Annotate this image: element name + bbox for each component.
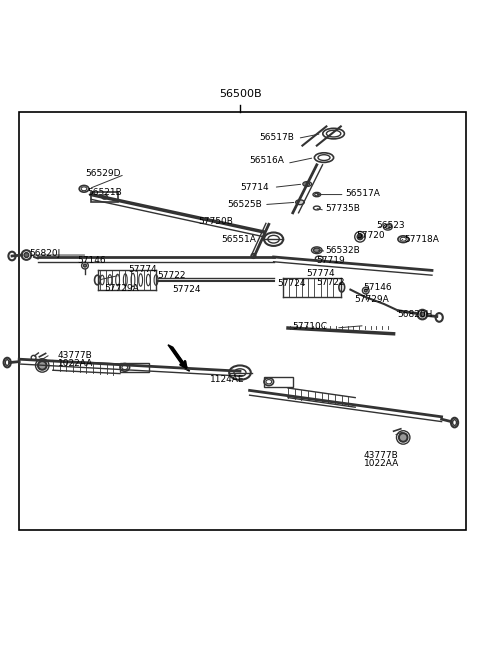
Text: 56521B: 56521B (87, 188, 122, 197)
Text: 56532B: 56532B (325, 246, 360, 255)
Text: 56517B: 56517B (259, 133, 294, 142)
Text: 57750B: 57750B (198, 217, 233, 226)
Text: 57722: 57722 (157, 271, 186, 279)
Text: 57729A: 57729A (105, 283, 139, 293)
Text: 57729A: 57729A (354, 295, 389, 304)
Text: 57722: 57722 (316, 278, 344, 287)
Text: 56500B: 56500B (219, 89, 261, 99)
Circle shape (84, 264, 86, 267)
Bar (120, 363, 149, 372)
Text: 57719: 57719 (316, 256, 345, 265)
Circle shape (399, 433, 408, 441)
Text: 57724: 57724 (172, 285, 200, 294)
Text: 57146: 57146 (363, 283, 392, 292)
Polygon shape (168, 345, 190, 371)
Text: 1022AA: 1022AA (58, 359, 93, 367)
Ellipse shape (313, 248, 320, 253)
Text: 57146: 57146 (78, 256, 107, 265)
Text: 56516A: 56516A (249, 157, 284, 165)
Text: 56523: 56523 (376, 221, 405, 230)
Text: 57735B: 57735B (325, 205, 360, 213)
Bar (19, 112, 466, 529)
Circle shape (251, 254, 256, 258)
Text: 43777B: 43777B (58, 351, 92, 360)
Ellipse shape (385, 226, 390, 229)
Text: 57710C: 57710C (292, 322, 327, 331)
Text: 56551A: 56551A (221, 236, 256, 244)
Text: 1022AA: 1022AA (364, 459, 399, 468)
Circle shape (420, 312, 425, 317)
Text: 57720: 57720 (356, 231, 385, 240)
Text: 57724: 57724 (277, 279, 306, 288)
Bar (264, 377, 293, 386)
Text: 56820H: 56820H (397, 310, 433, 319)
Text: 56517A: 56517A (346, 189, 381, 198)
Text: 56529D: 56529D (85, 169, 121, 178)
Text: 57774: 57774 (306, 269, 335, 278)
Text: 56525B: 56525B (227, 199, 262, 209)
Text: 43777B: 43777B (364, 451, 398, 460)
Text: 57714: 57714 (240, 183, 269, 192)
Text: 57774: 57774 (128, 265, 157, 274)
Text: 56820J: 56820J (30, 249, 61, 258)
Circle shape (357, 234, 363, 239)
Circle shape (364, 289, 367, 292)
Ellipse shape (296, 200, 304, 205)
Circle shape (38, 361, 47, 370)
Circle shape (24, 253, 29, 257)
Text: 1124AE: 1124AE (210, 375, 245, 384)
Bar (91, 192, 118, 202)
Text: 57718A: 57718A (405, 235, 440, 243)
